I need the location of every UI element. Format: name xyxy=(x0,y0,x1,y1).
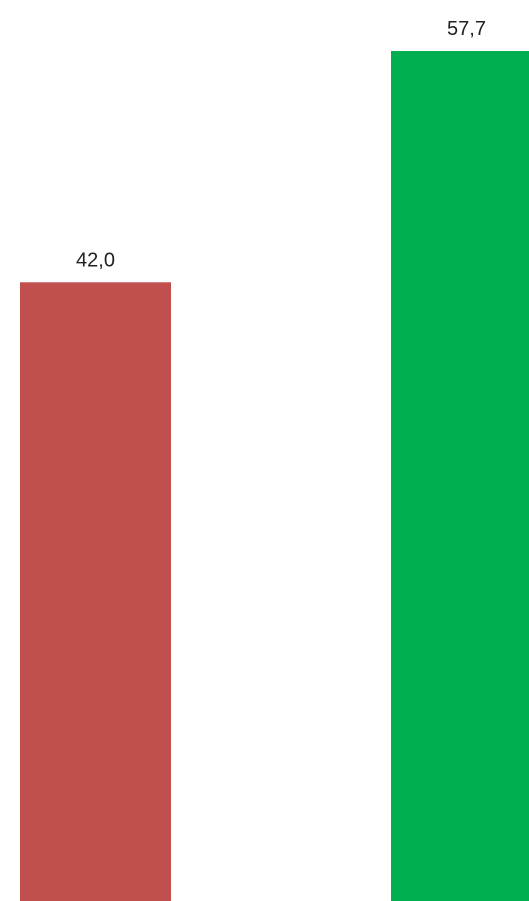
bars-group xyxy=(20,51,529,901)
bar-2 xyxy=(391,51,529,901)
data-label-2: 57,7 xyxy=(447,18,486,40)
data-labels-group: 42,0 57,7 xyxy=(76,18,486,271)
data-label-1: 42,0 xyxy=(76,249,115,271)
bar-1 xyxy=(20,282,171,901)
